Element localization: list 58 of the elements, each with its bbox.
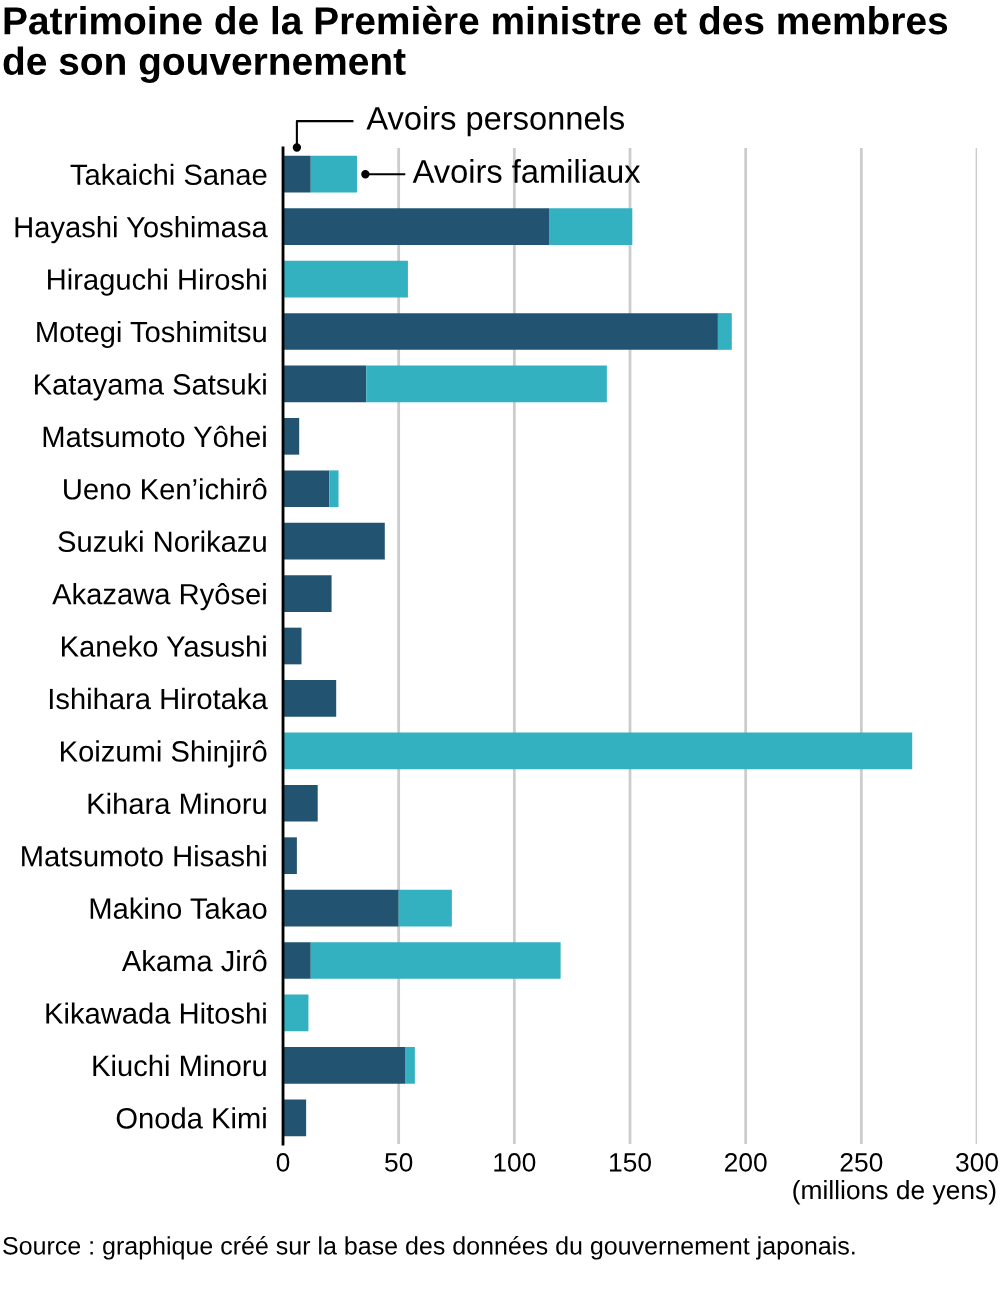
bar	[283, 260, 408, 298]
y-tick-label: Akazawa Ryôsei	[52, 582, 266, 611]
y-tick-label: Kiuchi Minoru	[93, 1054, 266, 1077]
bar	[398, 889, 452, 927]
x-tick-label: 200	[724, 1153, 767, 1172]
bar	[549, 208, 633, 245]
bar	[283, 889, 399, 927]
x-axis-title: (millions de yens)	[793, 1180, 996, 1205]
x-tick-label: 0	[276, 1153, 290, 1172]
bar	[405, 1047, 415, 1084]
y-tick-label: Hiraguchi Hiroshi	[48, 268, 266, 296]
bar	[717, 313, 732, 350]
source-note: Source : graphique créé sur la base des données du gouvernement japonais.	[3, 1236, 855, 1260]
bar	[310, 942, 561, 979]
x-tick-label: 50	[385, 1153, 413, 1172]
y-tick-label: Kikawada Hitoshi	[46, 1002, 266, 1024]
x-tick-label: 100	[494, 1153, 536, 1172]
y-tick-label: Ueno Ken’ichirô	[64, 478, 267, 500]
x-tick-label: 300	[955, 1153, 998, 1172]
bar	[283, 627, 302, 665]
bar	[329, 470, 339, 508]
bar	[366, 365, 607, 403]
y-tick-label: Takaichi Sanae	[70, 163, 267, 186]
y-tick-label: Ishihara Hirotaka	[49, 687, 268, 710]
x-tick-label: 150	[610, 1153, 651, 1172]
y-tick-label: Hayashi Yoshimasa	[15, 216, 268, 244]
bar	[283, 522, 385, 560]
chart-title: Patrimoine de la Première ministre et des membres de son gouvernement	[3, 5, 948, 83]
y-tick-label: Kihara Minoru	[88, 792, 266, 815]
bar	[283, 1099, 307, 1137]
bar	[283, 208, 550, 245]
bar	[283, 942, 311, 979]
bar	[283, 680, 337, 717]
y-tick-label: Katayama Satsuki	[35, 373, 266, 401]
bar	[283, 365, 367, 403]
y-tick-label: Suzuki Norikazu	[58, 530, 266, 553]
bar	[283, 837, 297, 875]
bar	[283, 1047, 406, 1084]
y-tick-label: Makino Takao	[90, 897, 267, 919]
y-tick-label: Matsumoto Hisashi	[22, 845, 266, 867]
y-tick-label: Koizumi Shinjirô	[61, 740, 267, 768]
y-tick-label: Onoda Kimi	[116, 1107, 266, 1129]
bar	[283, 994, 309, 1032]
bar	[283, 575, 332, 612]
bar	[283, 313, 718, 350]
bar	[283, 155, 311, 193]
series-label: Avoirs personnels	[366, 105, 624, 137]
bar	[283, 784, 318, 822]
series-label: Avoirs familiaux	[412, 159, 641, 183]
bar	[310, 155, 358, 193]
bar	[283, 732, 913, 770]
y-tick-label: Kaneko Yasushi	[62, 635, 266, 657]
y-tick-label: Akama Jirô	[121, 949, 267, 972]
y-tick-label: Motegi Toshimitsu	[37, 320, 266, 349]
bar	[283, 417, 300, 455]
bar	[283, 470, 330, 508]
y-tick-label: Matsumoto Yôhei	[43, 425, 266, 448]
x-tick-label: 250	[840, 1153, 883, 1172]
